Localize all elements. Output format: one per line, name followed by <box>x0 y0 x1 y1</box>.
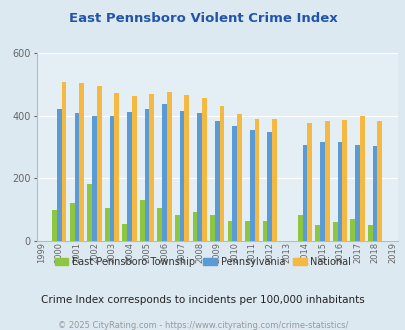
Bar <box>359 116 364 241</box>
Bar <box>332 222 337 241</box>
Legend: East Pennsboro Township, Pennsylvania, National: East Pennsboro Township, Pennsylvania, N… <box>51 253 354 271</box>
Bar <box>75 113 79 241</box>
Bar <box>219 106 224 241</box>
Text: East Pennsboro Violent Crime Index: East Pennsboro Violent Crime Index <box>68 12 337 24</box>
Bar <box>197 113 202 241</box>
Bar <box>166 92 171 241</box>
Bar <box>254 119 259 241</box>
Bar <box>324 121 329 241</box>
Bar <box>302 145 307 241</box>
Bar <box>377 121 381 241</box>
Bar <box>92 115 96 241</box>
Bar <box>202 98 206 241</box>
Bar <box>341 120 346 241</box>
Bar <box>157 208 162 241</box>
Bar <box>162 104 166 241</box>
Bar <box>122 224 127 241</box>
Bar <box>104 208 109 241</box>
Bar <box>354 145 359 241</box>
Bar <box>350 219 354 241</box>
Bar <box>57 109 62 241</box>
Bar <box>179 111 184 241</box>
Bar <box>210 215 214 241</box>
Bar <box>315 225 319 241</box>
Bar <box>297 215 302 241</box>
Bar <box>70 203 75 241</box>
Text: Crime Index corresponds to incidents per 100,000 inhabitants: Crime Index corresponds to incidents per… <box>41 295 364 305</box>
Bar <box>337 142 341 241</box>
Bar <box>127 112 132 241</box>
Bar <box>319 142 324 241</box>
Bar <box>267 132 271 241</box>
Bar <box>249 130 254 241</box>
Bar <box>307 123 311 241</box>
Bar <box>132 96 136 241</box>
Bar <box>184 95 189 241</box>
Bar <box>227 220 232 241</box>
Text: © 2025 CityRating.com - https://www.cityrating.com/crime-statistics/: © 2025 CityRating.com - https://www.city… <box>58 321 347 330</box>
Bar <box>144 109 149 241</box>
Bar <box>245 220 249 241</box>
Bar <box>372 146 377 241</box>
Bar <box>262 221 267 241</box>
Bar <box>214 121 219 241</box>
Bar <box>140 200 144 241</box>
Bar <box>367 225 372 241</box>
Bar <box>271 119 276 241</box>
Bar <box>237 114 241 241</box>
Bar <box>114 93 119 241</box>
Bar <box>62 82 66 241</box>
Bar <box>109 115 114 241</box>
Bar <box>175 215 179 241</box>
Bar <box>192 212 197 241</box>
Bar <box>79 83 84 241</box>
Bar <box>232 125 237 241</box>
Bar <box>96 86 101 241</box>
Bar <box>87 184 92 241</box>
Bar <box>52 210 57 241</box>
Bar <box>149 94 154 241</box>
